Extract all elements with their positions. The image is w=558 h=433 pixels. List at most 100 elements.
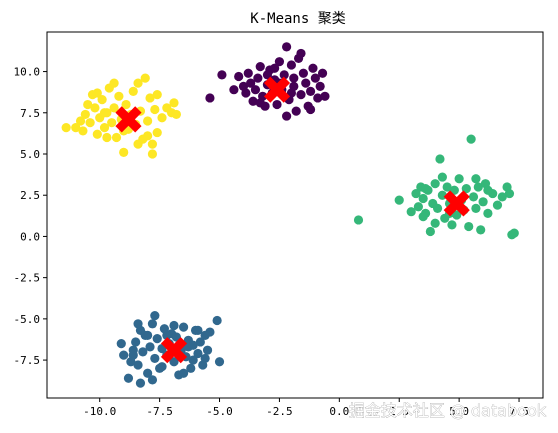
cluster-3-point-14: [107, 118, 117, 128]
cluster-0-point-35: [243, 68, 253, 78]
cluster-1-point-2: [133, 360, 143, 370]
cluster-1-point-9: [150, 353, 160, 364]
cluster-2-point-42: [430, 218, 440, 228]
cluster-2-point-24: [461, 184, 471, 194]
cluster-1-point-8: [147, 319, 158, 329]
cluster-2-point-21: [454, 174, 464, 184]
cluster-2-point-6: [418, 193, 428, 204]
x-tick-label-0: -10.0: [83, 405, 116, 418]
cluster-3-point-44: [61, 123, 71, 133]
cluster-1-point-27: [193, 348, 203, 359]
cluster-0-point-47: [310, 73, 320, 83]
cluster-2-point-33: [483, 208, 493, 218]
cluster-0-point-38: [286, 88, 297, 98]
cluster-1-point-7: [145, 342, 155, 352]
cluster-3-point-5: [85, 118, 95, 128]
cluster-0-point-27: [298, 68, 308, 78]
x-tick-label-5: 2.5: [389, 405, 409, 418]
cluster-1-point-44: [178, 368, 189, 378]
cluster-2-point-30: [476, 225, 486, 235]
cluster-3-point-23: [128, 86, 138, 96]
cluster-3-point-10: [97, 94, 107, 105]
cluster-0-point-7: [250, 85, 261, 95]
cluster-2-point-27: [468, 192, 479, 202]
cluster-3-point-37: [169, 98, 179, 108]
cluster-3-point-17: [114, 91, 124, 101]
cluster-0-point-2: [234, 71, 244, 82]
cluster-1-point-49: [157, 362, 167, 372]
cluster-2-point-38: [504, 188, 515, 199]
cluster-1-point-17: [169, 357, 179, 367]
cluster-1-point-32: [205, 327, 215, 337]
cluster-0-point-24: [291, 106, 301, 116]
cluster-1-point-37: [128, 345, 138, 355]
y-tick-label-0: -7.5: [14, 354, 41, 367]
centroid-marker-3: [160, 337, 188, 364]
y-tick-label-7: 10.0: [14, 66, 41, 79]
cluster-1-point-47: [200, 353, 210, 364]
cluster-3-point-0: [71, 123, 81, 133]
cluster-3-point-3: [80, 109, 90, 120]
cluster-0-point-44: [289, 73, 299, 83]
cluster-3-point-34: [157, 113, 167, 123]
cluster-1-point-36: [135, 378, 146, 388]
cluster-0-point-9: [255, 62, 265, 72]
cluster-0-point-19: [279, 70, 289, 80]
cluster-0-point-40: [305, 104, 316, 115]
cluster-0-point-5: [246, 78, 256, 88]
cluster-1-point-39: [123, 373, 134, 383]
cluster-2-point-41: [437, 172, 447, 182]
chart-title: K-Means 聚类: [250, 11, 345, 27]
cluster-1-point-24: [186, 363, 196, 373]
cluster-0-point-26: [296, 90, 306, 100]
cluster-3-point-20: [121, 99, 131, 110]
cluster-3-point-47: [109, 78, 119, 88]
axes: -10.0 -7.5 -5.0 -2.5 0.0 2.5 5.0 7.5 -7.5 -5.0 -2.…: [14, 31, 544, 418]
cluster-3-point-2: [78, 126, 88, 136]
cluster-3-point-32: [150, 104, 160, 115]
cluster-2-point-25: [464, 221, 474, 232]
cluster-1-point-46: [193, 325, 203, 336]
cluster-3-point-33: [152, 127, 162, 138]
cluster-3-point-39: [102, 132, 112, 143]
cluster-3-point-8: [92, 129, 102, 139]
cluster-0-point-4: [241, 88, 251, 98]
cluster-3-point-38: [171, 109, 181, 120]
cluster-1-point-40: [133, 319, 143, 329]
cluster-1-point-45: [183, 342, 193, 352]
cluster-3-point-42: [143, 131, 153, 141]
cluster-1-point-35: [150, 310, 160, 321]
cluster-3-point-31: [147, 139, 158, 149]
cluster-2-point-45: [483, 185, 493, 195]
cluster-3-point-28: [140, 73, 150, 83]
cluster-0-point-41: [320, 91, 330, 101]
cluster-1-point-42: [162, 330, 172, 340]
cluster-2-point-28: [471, 203, 481, 214]
cluster-3-point-45: [133, 139, 143, 149]
cluster-0-point-45: [229, 85, 239, 95]
y-tick-label-4: 2.5: [20, 189, 40, 202]
cluster-1-point-33: [212, 315, 222, 326]
x-tick-label-6: 5.0: [449, 405, 469, 418]
cluster-2-point-29: [473, 182, 483, 192]
cluster-1-point-4: [138, 347, 148, 357]
cluster-0-point-33: [315, 81, 325, 92]
cluster-3-point-11: [99, 123, 110, 133]
cluster-2-point-9: [425, 226, 435, 237]
cluster-0-point-32: [313, 93, 323, 103]
cluster-3-point-19: [119, 147, 129, 157]
cluster-2-point-0: [353, 215, 364, 225]
plot-area: [61, 42, 519, 388]
cluster-3-point-7: [90, 103, 100, 113]
axes-frame: [46, 31, 544, 399]
cluster-2-point-16: [442, 182, 452, 192]
cluster-2-point-4: [413, 202, 423, 212]
cluster-1-point-34: [214, 357, 225, 367]
cluster-0-point-30: [305, 86, 316, 96]
cluster-0-point-46: [282, 111, 292, 121]
cluster-0-point-31: [308, 63, 318, 73]
cluster-1-point-38: [126, 357, 136, 367]
cluster-2-point-13: [435, 154, 445, 164]
